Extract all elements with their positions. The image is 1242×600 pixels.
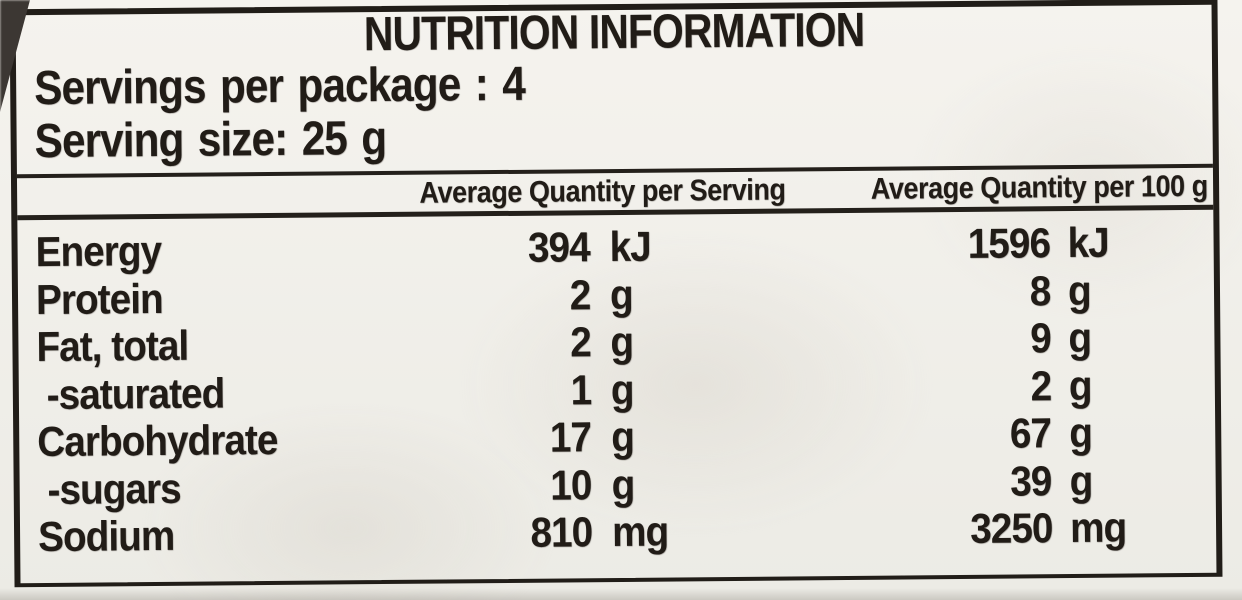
nutrient-name: Fat, total xyxy=(36,321,189,371)
per-serving-value: 1 xyxy=(570,365,592,413)
per-100g-value: 9 xyxy=(1029,314,1051,362)
per-100g-unit: g xyxy=(1067,266,1091,314)
column-header-per-100g: Average Quantity per 100 g xyxy=(870,169,1208,206)
nutrition-label: NUTRITION INFORMATION Servings per packa… xyxy=(9,0,1223,588)
per-serving-unit: g xyxy=(611,460,635,508)
nutrient-name: Energy xyxy=(35,226,162,276)
per-100g-value: 3250 xyxy=(969,504,1053,552)
per-100g-unit: g xyxy=(1069,408,1093,457)
photo-bottom-shading xyxy=(0,588,1242,600)
per-100g-value: 1596 xyxy=(967,219,1050,267)
per-serving-value: 2 xyxy=(569,318,591,366)
per-serving-value: 394 xyxy=(527,223,590,271)
per-100g-unit: g xyxy=(1068,361,1092,409)
per-100g-unit: kJ xyxy=(1067,218,1109,267)
per-100g-value: 8 xyxy=(1029,266,1051,314)
nutrient-name: -sugars xyxy=(37,464,181,513)
nutrient-name: -saturated xyxy=(36,368,225,418)
per-serving-unit: mg xyxy=(611,507,669,556)
per-serving-value: 10 xyxy=(550,460,592,509)
per-serving-value: 2 xyxy=(569,270,591,318)
nutrient-name: Sodium xyxy=(37,511,175,561)
per-100g-unit: mg xyxy=(1069,503,1127,552)
nutrient-name: Carbohydrate xyxy=(37,415,278,466)
per-serving-value: 17 xyxy=(549,413,592,461)
per-serving-value: 810 xyxy=(530,508,593,556)
serving-size: Serving size: 25 g xyxy=(34,112,387,169)
per-serving-unit: kJ xyxy=(609,222,651,271)
per-100g-value: 67 xyxy=(1009,409,1052,457)
label-title-text: NUTRITION INFORMATION xyxy=(363,3,865,62)
per-serving-unit: g xyxy=(609,270,633,318)
per-100g-unit: g xyxy=(1069,456,1093,504)
table-row-sodium: Sodium 810 mg 3250 mg xyxy=(20,503,1216,561)
per-100g-value: 39 xyxy=(1010,456,1052,505)
per-serving-unit: g xyxy=(611,412,635,461)
table-header-row: Average Quantity per Serving Average Qua… xyxy=(16,163,1214,221)
per-100g-unit: g xyxy=(1068,313,1092,362)
per-serving-unit: g xyxy=(610,317,634,366)
per-serving-unit: g xyxy=(610,365,634,413)
nutrition-table-body: Energy 394 kJ 1596 kJ Protein 2 g 8 g Fa… xyxy=(17,218,1216,561)
per-100g-value: 2 xyxy=(1030,361,1052,409)
column-header-per-serving: Average Quantity per Serving xyxy=(419,173,786,210)
nutrient-name: Protein xyxy=(35,274,163,323)
